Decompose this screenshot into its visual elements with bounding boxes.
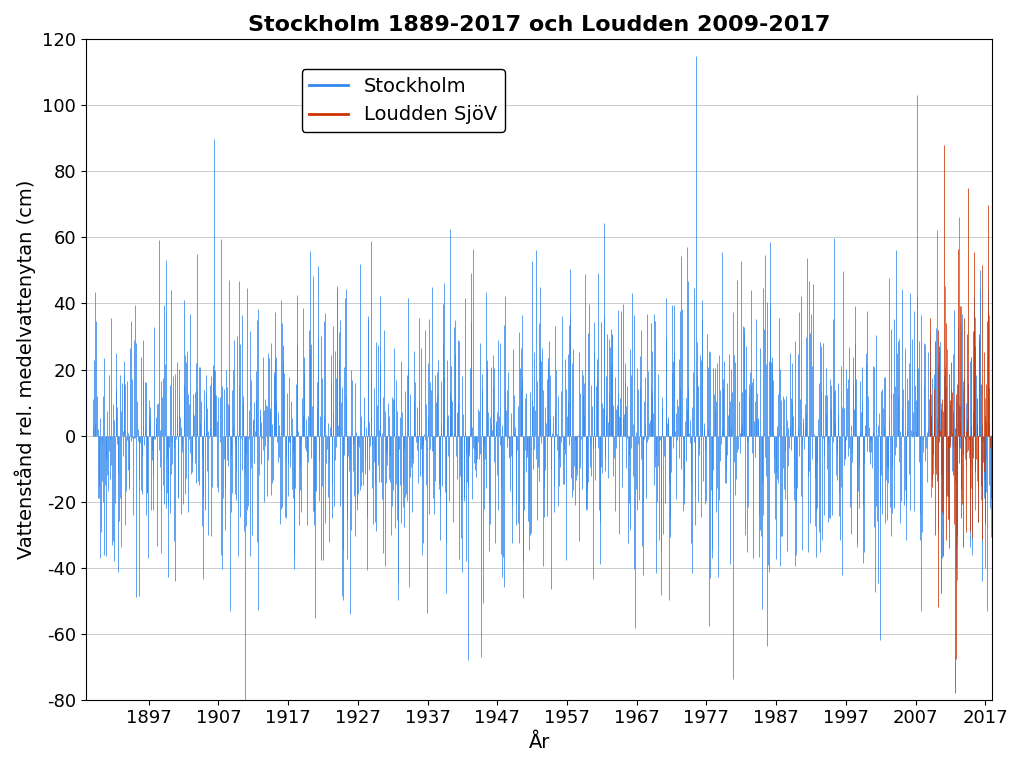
Y-axis label: Vattenstånd rel. medelvattenytan (cm): Vattenstånd rel. medelvattenytan (cm)	[15, 179, 37, 559]
Title: Stockholm 1889-2017 och Loudden 2009-2017: Stockholm 1889-2017 och Loudden 2009-201…	[248, 15, 830, 35]
X-axis label: År: År	[528, 733, 550, 752]
Legend: Stockholm, Loudden SjöV: Stockholm, Loudden SjöV	[301, 69, 505, 132]
